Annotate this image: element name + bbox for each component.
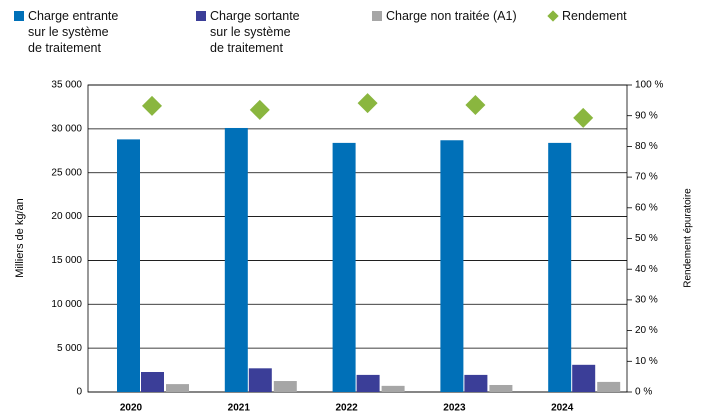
- y2-tick-label: 80 %: [635, 141, 658, 152]
- bar: [548, 142, 572, 392]
- x-tick-label: 2024: [551, 403, 574, 414]
- bar: [332, 142, 356, 392]
- y2-tick-label: 90 %: [635, 110, 658, 121]
- legend-label: Charge sortante sur le système de traite…: [210, 9, 300, 55]
- legend-item: Charge sortante sur le système de traite…: [196, 8, 300, 56]
- y-tick-label: 20 000: [51, 211, 82, 222]
- bar: [117, 139, 140, 392]
- y2-tick-label: 100 %: [635, 80, 663, 91]
- x-tick-label: 2023: [443, 403, 466, 414]
- legend-label: Rendement: [562, 9, 627, 23]
- bar: [572, 364, 596, 392]
- legend-item: Charge entrante sur le système de traite…: [14, 8, 118, 56]
- plot-frame: [87, 84, 628, 393]
- bar: [141, 372, 164, 392]
- y2-tick-label: 40 %: [635, 264, 658, 275]
- bar: [273, 381, 297, 392]
- bar: [166, 384, 189, 392]
- y2-tick-label: 50 %: [635, 233, 658, 244]
- y2-tick-label: 10 %: [635, 356, 658, 367]
- marker: [142, 95, 162, 116]
- marker: [249, 99, 270, 120]
- bar: [597, 381, 621, 392]
- x-tick-label: 2020: [120, 403, 143, 414]
- bar: [489, 384, 513, 392]
- legend-label: Charge non traitée (A1): [386, 9, 517, 23]
- bar: [381, 385, 405, 392]
- marker: [573, 107, 594, 128]
- marker: [357, 93, 378, 114]
- y-tick-label: 10 000: [51, 299, 82, 310]
- x-tick-label: 2022: [335, 403, 358, 414]
- y2-tick-label: 70 %: [635, 172, 658, 183]
- legend-item: Charge non traitée (A1): [372, 8, 517, 24]
- legend-swatch: [196, 11, 206, 21]
- x-tick-label: 2021: [228, 403, 251, 414]
- legend-swatch: [547, 10, 559, 22]
- y-tick-label: 25 000: [51, 167, 82, 178]
- bar: [464, 374, 488, 392]
- y2-tick-label: 30 %: [635, 295, 658, 306]
- legend-item: Rendement: [547, 8, 627, 24]
- y2-tick-label: 0 %: [635, 387, 652, 398]
- legend-swatch: [14, 11, 24, 21]
- y-tick-label: 15 000: [51, 255, 82, 266]
- legend-label: Charge entrante sur le système de traite…: [28, 9, 119, 55]
- y-tick-label: 0: [76, 387, 82, 398]
- bar: [356, 374, 380, 392]
- y2-tick-label: 60 %: [635, 202, 658, 213]
- bar: [440, 140, 464, 392]
- y-tick-label: 35 000: [51, 80, 82, 91]
- y-tick-label: 30 000: [51, 123, 82, 134]
- marker: [465, 94, 486, 115]
- y2-tick-label: 20 %: [635, 325, 658, 336]
- y2-axis-label: Rendement épuratoire: [683, 188, 694, 288]
- y-tick-label: 5 000: [57, 343, 82, 354]
- legend-swatch: [372, 11, 382, 21]
- y-axis-label: Milliers de kg/an: [14, 198, 26, 277]
- bar: [224, 127, 248, 392]
- bar: [248, 368, 272, 392]
